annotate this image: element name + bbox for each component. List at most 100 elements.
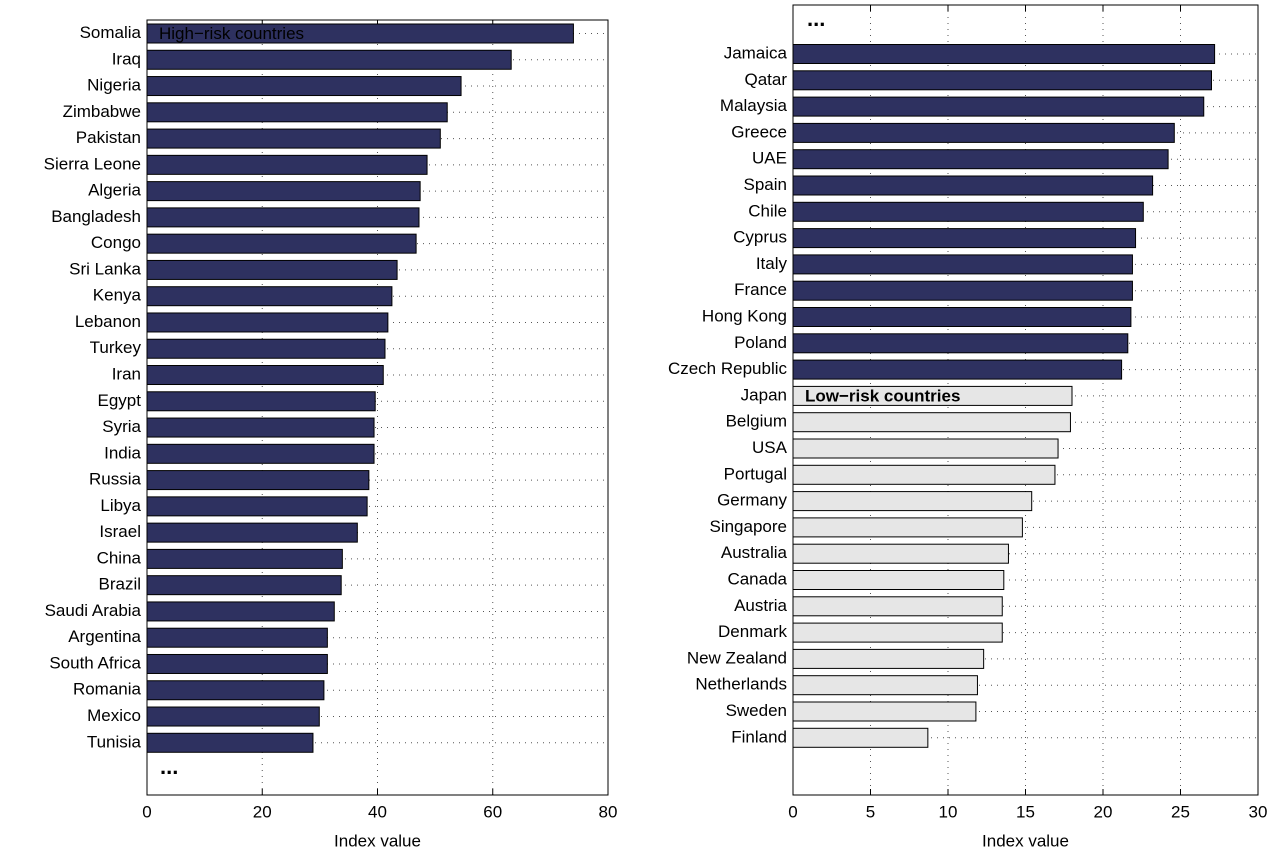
- y-tick-label: USA: [752, 438, 788, 457]
- y-tick-label: Tunisia: [87, 732, 142, 751]
- bar: [146, 207, 420, 228]
- bar: [146, 154, 428, 175]
- bar: [146, 706, 320, 727]
- series-label: Low−risk countries: [805, 386, 960, 405]
- y-tick-label: Kenya: [93, 286, 142, 305]
- y-tick-label: Syria: [102, 417, 141, 436]
- bar: [792, 570, 1005, 590]
- y-tick-label: Qatar: [744, 70, 787, 89]
- bar: [146, 233, 417, 254]
- bar: [146, 522, 358, 543]
- bar: [146, 259, 398, 280]
- y-tick-label: Austria: [734, 596, 787, 615]
- bar: [792, 228, 1137, 249]
- bar: [146, 128, 441, 149]
- y-tick-label: Jamaica: [724, 43, 788, 62]
- y-tick-label: Iran: [112, 364, 141, 383]
- x-tick-label: 40: [368, 802, 387, 821]
- bar: [792, 254, 1133, 275]
- y-tick-label: Cyprus: [733, 228, 787, 247]
- bar: [792, 517, 1023, 538]
- bar: [792, 491, 1033, 512]
- bar: [146, 49, 512, 70]
- x-tick-label: 60: [483, 802, 502, 821]
- y-tick-label: Libya: [100, 496, 141, 515]
- y-tick-label: Turkey: [90, 338, 142, 357]
- bar: [146, 732, 314, 753]
- x-tick-label: 80: [599, 802, 618, 821]
- y-tick-label: Sweden: [726, 701, 787, 720]
- bar: [146, 76, 462, 97]
- y-tick-label: China: [97, 548, 142, 567]
- bar: [146, 627, 328, 648]
- bar: [146, 181, 421, 202]
- y-tick-label: Poland: [734, 333, 787, 352]
- bar: [792, 70, 1212, 91]
- bar: [146, 365, 384, 386]
- y-tick-label: South Africa: [49, 653, 141, 672]
- bar: [146, 443, 375, 464]
- x-tick-label: 25: [1171, 802, 1190, 821]
- x-tick-label: 15: [1016, 802, 1035, 821]
- bar: [792, 96, 1205, 117]
- bar: [146, 312, 389, 333]
- y-tick-label: Sri Lanka: [69, 259, 141, 278]
- bar: [146, 286, 393, 307]
- y-tick-label: Russia: [89, 470, 142, 489]
- x-tick-label: 10: [939, 802, 958, 821]
- y-tick-label: Bangladesh: [51, 207, 141, 226]
- bar: [792, 596, 1003, 617]
- y-tick-label: Germany: [717, 491, 787, 510]
- bar: [792, 175, 1154, 196]
- y-tick-label: Canada: [727, 569, 787, 588]
- y-tick-label: Malaysia: [720, 96, 788, 115]
- bar: [792, 438, 1059, 459]
- plot-frame: [146, 19, 609, 796]
- x-tick-label: 20: [253, 802, 272, 821]
- bar: [146, 417, 375, 438]
- x-tick-label: 0: [142, 802, 151, 821]
- y-tick-label: Lebanon: [75, 312, 141, 331]
- y-tick-label: Australia: [721, 543, 788, 562]
- bar: [792, 44, 1216, 64]
- y-tick-label: Saudi Arabia: [45, 601, 142, 620]
- bar: [146, 102, 448, 123]
- y-tick-label: Mexico: [87, 706, 141, 725]
- bar: [792, 122, 1175, 143]
- x-axis-label: Index value: [334, 831, 421, 850]
- y-tick-label: Zimbabwe: [63, 102, 141, 121]
- y-tick-label: Congo: [91, 233, 141, 252]
- y-tick-label: Greece: [731, 122, 787, 141]
- y-tick-label: Somalia: [80, 23, 142, 42]
- bar: [792, 727, 929, 748]
- bar: [146, 680, 325, 701]
- y-tick-label: Czech Republic: [668, 359, 788, 378]
- bar: [146, 601, 335, 622]
- bar: [146, 470, 370, 491]
- bar: [146, 653, 328, 674]
- y-tick-label: Pakistan: [76, 128, 141, 147]
- y-tick-label: Italy: [756, 254, 788, 273]
- y-tick-label: Hong Kong: [702, 306, 787, 325]
- y-tick-label: Brazil: [98, 575, 141, 594]
- bar: [146, 575, 342, 596]
- y-tick-label: Portugal: [724, 464, 787, 483]
- x-tick-label: 5: [866, 802, 875, 821]
- bar: [792, 701, 977, 722]
- y-tick-label: Denmark: [718, 622, 787, 641]
- x-tick-label: 30: [1249, 802, 1268, 821]
- bar: [792, 333, 1129, 354]
- bar: [792, 675, 978, 696]
- y-tick-label: Israel: [99, 522, 141, 541]
- y-tick-label: India: [104, 443, 141, 462]
- bar: [792, 201, 1144, 222]
- y-tick-label: Singapore: [709, 517, 787, 536]
- series-label: High−risk countries: [159, 24, 304, 43]
- y-tick-label: Iraq: [112, 49, 141, 68]
- ellipsis: ...: [807, 6, 825, 31]
- y-tick-label: Romania: [73, 680, 142, 699]
- bar: [146, 548, 343, 569]
- y-tick-label: New Zealand: [687, 648, 787, 667]
- y-tick-label: Chile: [748, 201, 787, 220]
- y-tick-label: Spain: [744, 175, 787, 194]
